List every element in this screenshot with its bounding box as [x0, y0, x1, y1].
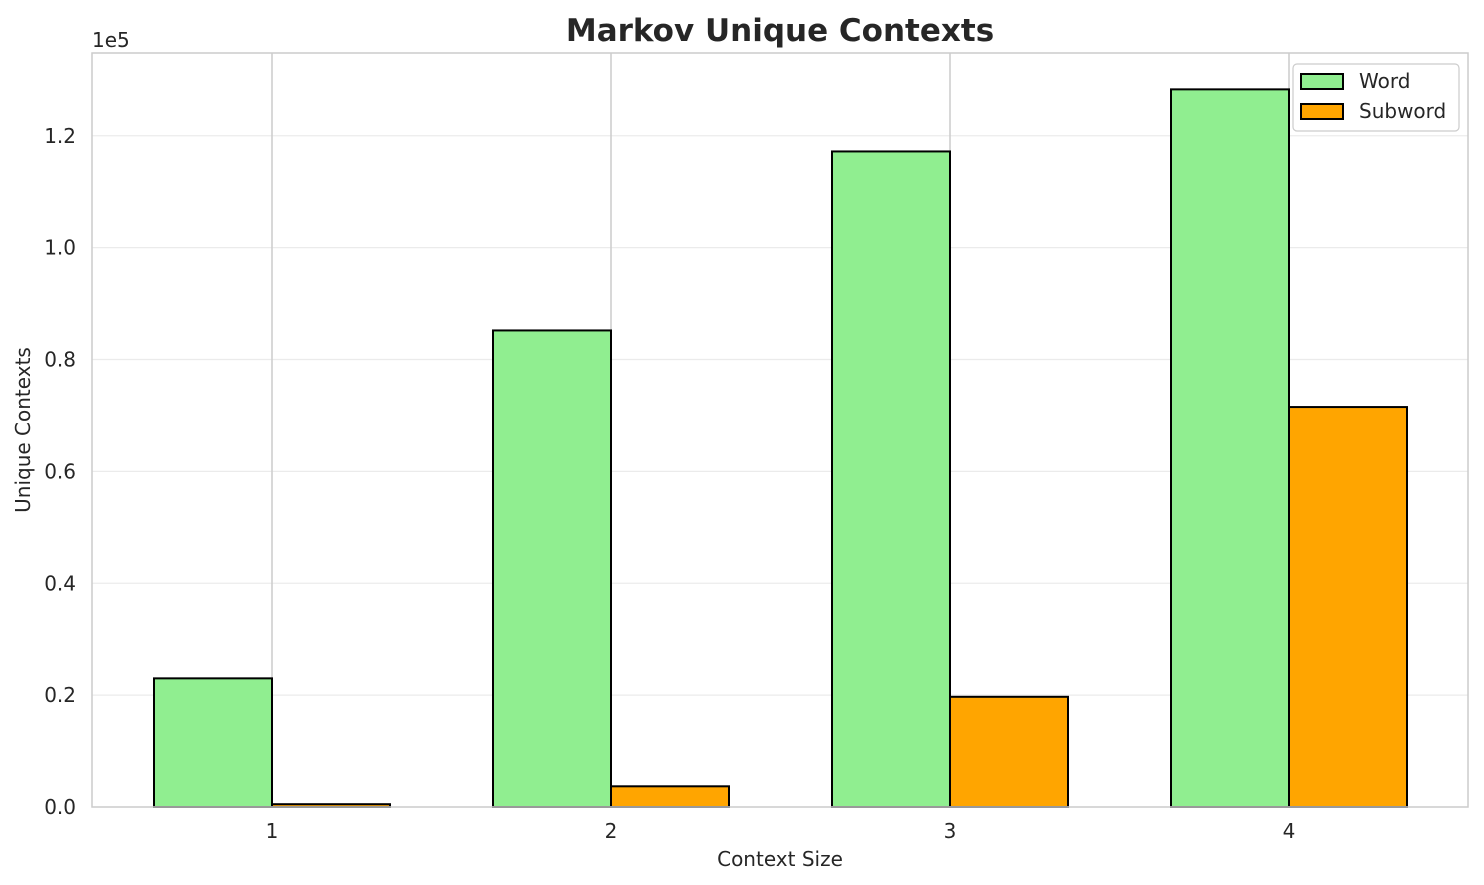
- legend-swatch-subword: [1300, 103, 1344, 120]
- bar-word-4: [1170, 88, 1290, 809]
- y-scale-label: 1e5: [92, 28, 130, 52]
- bar-word-2: [492, 329, 612, 808]
- bars: [153, 88, 1408, 809]
- x-tick-label: 3: [944, 819, 957, 843]
- legend-label-subword: Subword: [1359, 99, 1446, 123]
- bar-subword-2: [610, 785, 730, 808]
- y-tick-label: 0.8: [44, 348, 76, 372]
- legend: Word Subword: [1292, 63, 1460, 132]
- x-axis-label: Context Size: [717, 847, 843, 871]
- legend-label-word: Word: [1359, 69, 1410, 93]
- chart-title: Markov Unique Contexts: [566, 13, 994, 49]
- bar-word-1: [153, 677, 273, 809]
- x-tick-label: 4: [1283, 819, 1296, 843]
- y-tick-label: 1.2: [44, 124, 76, 148]
- tick-labels: 1 2 3 4 0.0 0.2 0.4 0.6 0.8 1.0 1.2: [44, 124, 1295, 843]
- y-tick-label: 0.0: [44, 795, 76, 819]
- bar-subword-4: [1288, 406, 1408, 808]
- x-tick-label: 1: [266, 819, 279, 843]
- x-tick-label: 2: [605, 819, 618, 843]
- y-tick-label: 0.6: [44, 459, 76, 483]
- bar-subword-3: [949, 695, 1069, 808]
- y-tick-label: 0.4: [44, 571, 76, 595]
- y-tick-label: 1.0: [44, 236, 76, 260]
- plot-frame: [91, 52, 1469, 808]
- bar-word-3: [831, 150, 951, 808]
- y-tick-label: 0.2: [44, 683, 76, 707]
- y-axis-label: Unique Contexts: [11, 347, 35, 513]
- legend-swatch-word: [1300, 73, 1344, 90]
